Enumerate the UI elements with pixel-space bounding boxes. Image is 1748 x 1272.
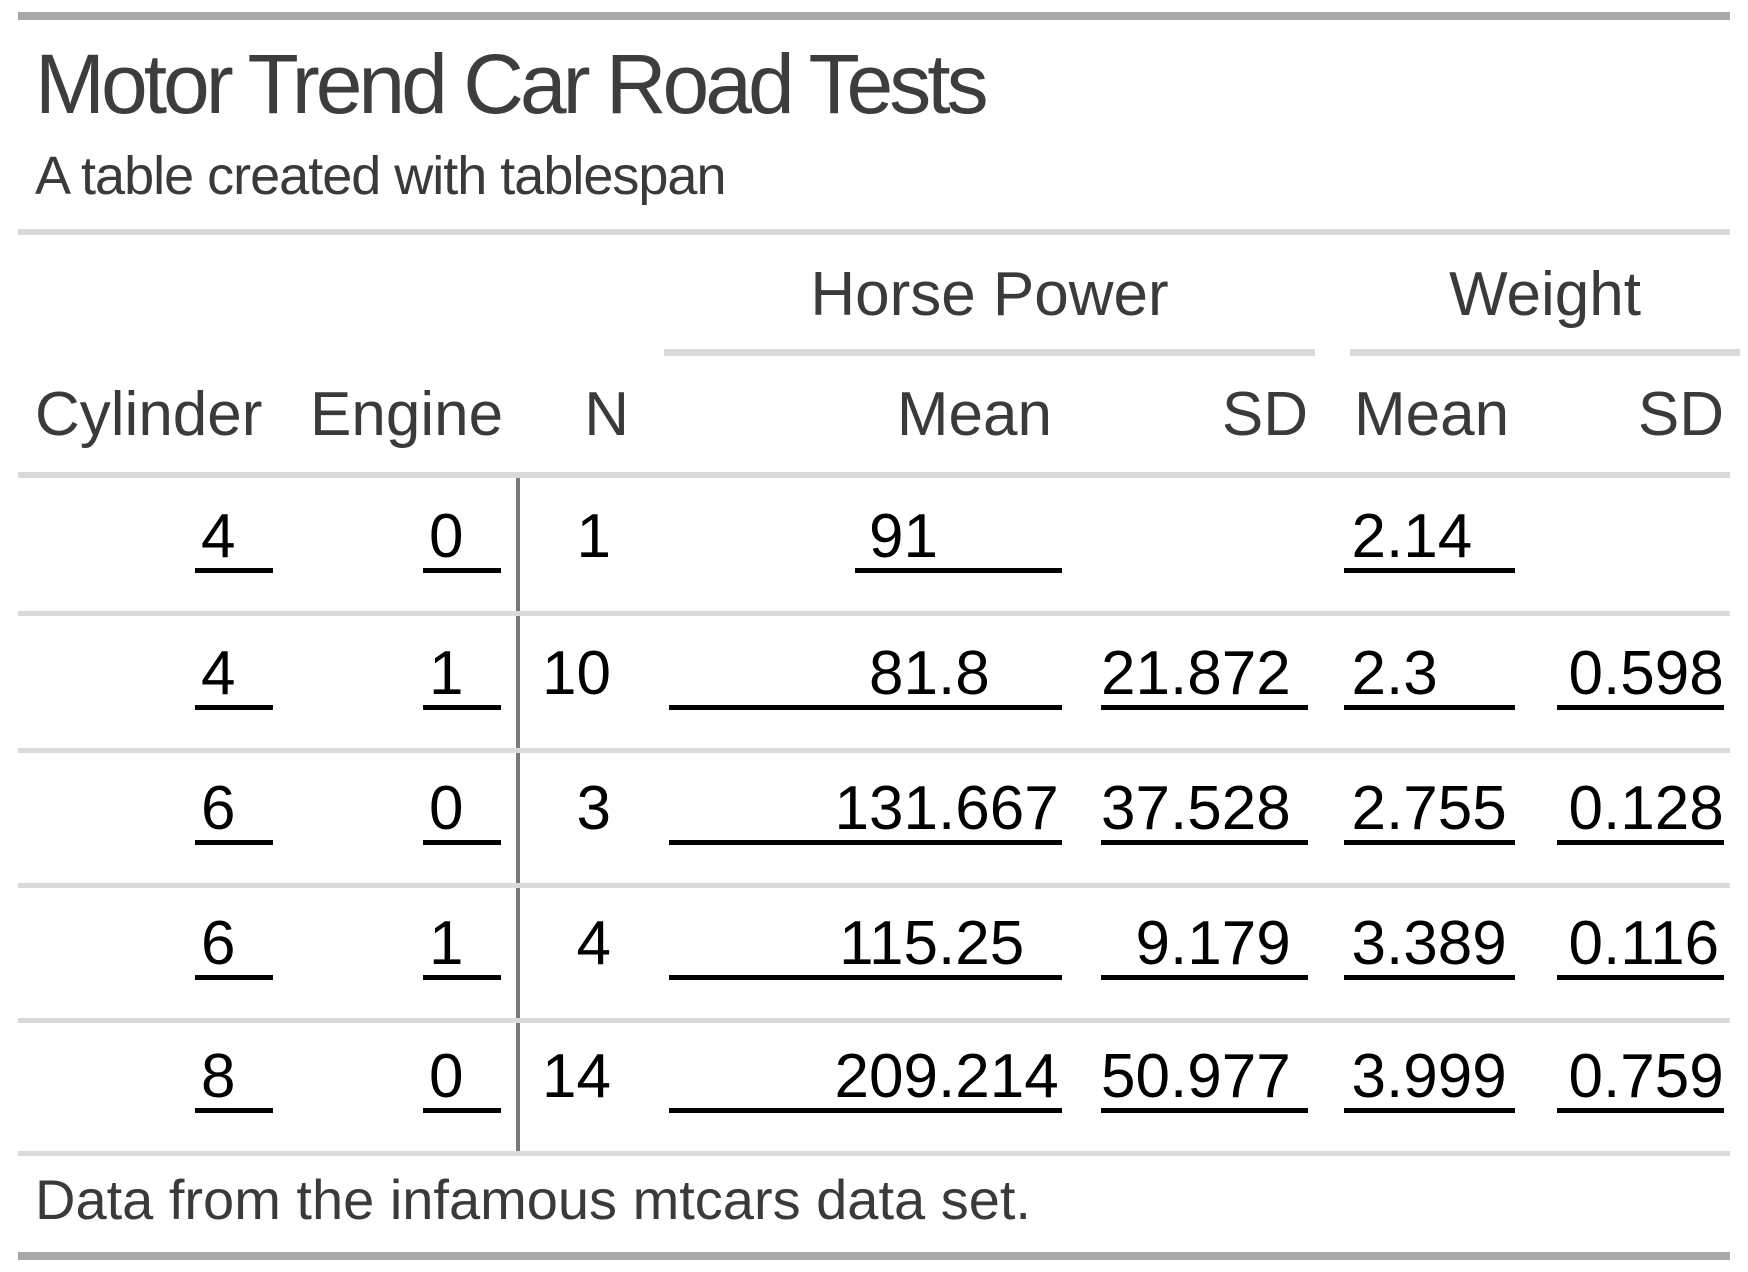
cell-hp-sd: 21.872 bbox=[1101, 643, 1308, 710]
column-header-hp-mean: Mean bbox=[896, 380, 1052, 449]
cell-engine: 0 bbox=[423, 506, 501, 573]
cell-wt-mean: 3.389 bbox=[1344, 913, 1515, 980]
bottom-border-bar bbox=[18, 1252, 1730, 1260]
cell-wt-mean: 2.14 bbox=[1344, 506, 1515, 573]
cell-hp-sd: 9.179 bbox=[1101, 913, 1308, 980]
cell-wt-mean: 2.755 bbox=[1344, 778, 1515, 845]
cell-cylinder: 6 bbox=[195, 913, 273, 980]
cell-n: 10 bbox=[542, 639, 611, 708]
row-separator bbox=[18, 883, 1730, 888]
column-header-cylinder: Cylinder bbox=[35, 380, 263, 449]
table-row: 6 0 3 131.667 37.528 2.755 0.128 bbox=[0, 778, 1748, 845]
cell-n: 14 bbox=[542, 1042, 611, 1111]
cell-n: 1 bbox=[576, 502, 611, 571]
cell-hp-mean: 115.25 bbox=[669, 913, 1062, 980]
row-separator bbox=[18, 611, 1730, 616]
table-row: 4 0 1 91 2.14 bbox=[0, 506, 1748, 573]
cell-hp-sd: 37.528 bbox=[1101, 778, 1308, 845]
table-row: 6 1 4 115.25 9.179 3.389 0.116 bbox=[0, 913, 1748, 980]
column-header-hp-sd: SD bbox=[1221, 380, 1308, 449]
cell-hp-sd: 50.977 bbox=[1101, 1046, 1308, 1113]
cell-cylinder: 6 bbox=[195, 778, 273, 845]
cell-hp-mean: 81.8 bbox=[669, 643, 1062, 710]
cell-cylinder: 4 bbox=[195, 643, 273, 710]
table-row: 8 0 14 209.214 50.977 3.999 0.759 bbox=[0, 1046, 1748, 1113]
column-header-engine: Engine bbox=[310, 380, 504, 449]
header-bottom-rule bbox=[18, 472, 1730, 478]
cell-hp-mean: 91 bbox=[855, 506, 1062, 573]
row-separator bbox=[18, 1018, 1730, 1023]
cell-wt-mean: 3.999 bbox=[1344, 1046, 1515, 1113]
cell-n: 4 bbox=[576, 909, 611, 978]
cell-wt-sd: 0.128 bbox=[1557, 778, 1724, 845]
cell-wt-sd: 0.598 bbox=[1557, 643, 1724, 710]
cell-engine: 1 bbox=[423, 643, 501, 710]
spanner-horse-power-rule bbox=[664, 349, 1315, 356]
cell-hp-mean: 209.214 bbox=[669, 1046, 1062, 1113]
cell-hp-sd bbox=[1101, 506, 1308, 573]
column-header-n: N bbox=[584, 380, 629, 449]
table-row: 4 1 10 81.8 21.872 2.3 0.598 bbox=[0, 643, 1748, 710]
header-top-rule bbox=[18, 229, 1730, 235]
table-bottom-rule bbox=[18, 1151, 1730, 1156]
cell-engine: 1 bbox=[423, 913, 501, 980]
cell-cylinder: 4 bbox=[195, 506, 273, 573]
spanner-weight-rule bbox=[1350, 349, 1740, 356]
table-title: Motor Trend Car Road Tests bbox=[35, 37, 989, 131]
cell-wt-sd bbox=[1557, 506, 1724, 573]
row-separator bbox=[18, 748, 1730, 753]
cell-hp-mean: 131.667 bbox=[669, 778, 1062, 845]
cell-wt-sd: 0.116 bbox=[1557, 913, 1724, 980]
cell-n: 3 bbox=[576, 774, 611, 843]
cell-wt-mean: 2.3 bbox=[1344, 643, 1515, 710]
stub-divider-line bbox=[516, 478, 520, 1151]
column-header-wt-sd: SD bbox=[1637, 380, 1724, 449]
table-subtitle: A table created with tablespan bbox=[35, 146, 726, 206]
spanner-horse-power: Horse Power bbox=[810, 260, 1169, 329]
top-border-bar bbox=[18, 12, 1730, 20]
spanner-weight: Weight bbox=[1449, 260, 1641, 329]
cell-engine: 0 bbox=[423, 778, 501, 845]
cell-engine: 0 bbox=[423, 1046, 501, 1113]
table-footnote: Data from the infamous mtcars data set. bbox=[35, 1168, 1031, 1231]
cell-cylinder: 8 bbox=[195, 1046, 273, 1113]
column-header-wt-mean: Mean bbox=[1354, 380, 1510, 449]
cell-wt-sd: 0.759 bbox=[1557, 1046, 1724, 1113]
